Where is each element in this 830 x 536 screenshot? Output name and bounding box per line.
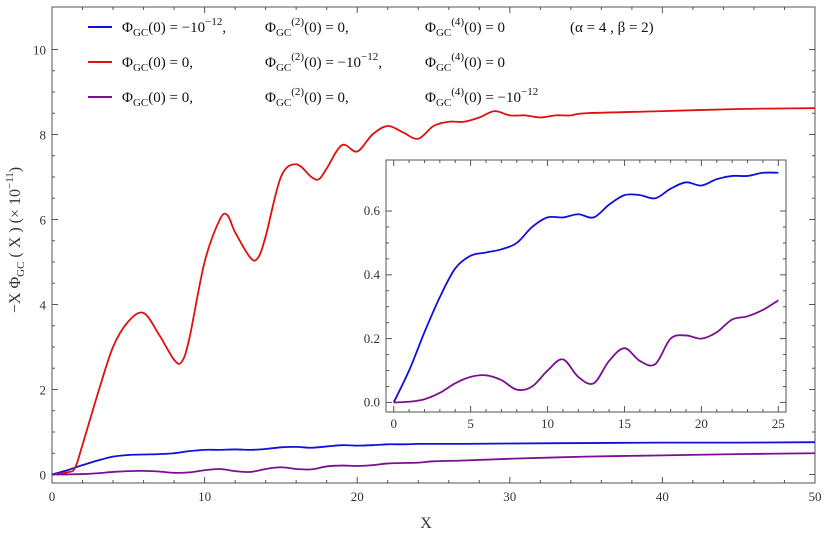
inset-series-line-2 — [393, 299, 779, 404]
main-ytick-label: 2 — [40, 382, 47, 397]
inset-series-line-1 — [392, 171, 779, 403]
main-ytick-label: 8 — [40, 127, 47, 142]
inset-ytick-label: 0.0 — [364, 395, 380, 410]
main-ytick-label: 0 — [40, 467, 47, 482]
inset-xtick-label: 5 — [467, 416, 474, 431]
legend-entry-2-term-2: ΦGC(2)(0) = −10−12, — [265, 51, 382, 74]
main-xtick-label: 50 — [809, 489, 822, 504]
inset-plot: 0 5 10 15 20 25 0.0 0.2 0.4 0.6 — [364, 159, 787, 431]
inset-xtick-label: 25 — [772, 416, 785, 431]
legend-entry-1-term-1: ΦGC(0) = −10−12, — [122, 16, 226, 39]
main-ytick-label: 6 — [40, 212, 47, 227]
legend-entry-3-term-1: ΦGC(0) = 0, — [122, 90, 193, 109]
inset-ytick-label: 0.2 — [364, 331, 380, 346]
main-ytick-label: 10 — [33, 42, 46, 57]
main-xtick-label: 20 — [351, 489, 364, 504]
main-xtick-label: 10 — [198, 489, 211, 504]
main-series-line-2 — [51, 107, 816, 476]
x-axis-label: X — [420, 515, 432, 532]
inset-xtick-label: 20 — [695, 416, 708, 431]
main-xtick-label: 0 — [49, 489, 56, 504]
main-xtick-label: 40 — [656, 489, 669, 504]
inset-frame — [385, 159, 787, 413]
legend-entry-2-term-1: ΦGC(0) = 0, — [122, 55, 193, 74]
legend-params-note: (α = 4 , β = 2) — [570, 20, 654, 36]
legend-entry-1-term-3: ΦGC(4)(0) = 0 — [425, 16, 505, 39]
legend-entry-1-term-2: ΦGC(2)(0) = 0, — [265, 16, 349, 39]
main-series-line-1 — [51, 441, 816, 476]
inset-ytick-label: 0.6 — [364, 203, 381, 218]
inset-ytick-label: 0.4 — [364, 267, 381, 282]
inset-axes: 0 5 10 15 20 25 0.0 0.2 0.4 0.6 — [364, 159, 787, 431]
inset-series — [392, 171, 779, 404]
main-ytick-label: 4 — [40, 297, 47, 312]
main-series-line-3 — [51, 452, 816, 476]
y-axis-label: −X ΦGC ( X ) (× 10−11) — [4, 167, 27, 313]
legend-entry-2-term-3: ΦGC(4)(0) = 0 — [425, 51, 505, 74]
inset-xtick-label: 15 — [618, 416, 631, 431]
legend: ΦGC(0) = −10−12, ΦGC(2)(0) = 0, ΦGC(4)(0) … — [88, 16, 654, 109]
legend-entry-3-term-2: ΦGC(2)(0) = 0, — [265, 86, 349, 109]
main-xtick-label: 30 — [503, 489, 516, 504]
main-series — [51, 107, 816, 476]
inset-xtick-label: 10 — [541, 416, 554, 431]
legend-entry-3-term-3: ΦGC(4)(0) = −10−12 — [425, 86, 538, 109]
inset-xtick-label: 0 — [390, 416, 397, 431]
